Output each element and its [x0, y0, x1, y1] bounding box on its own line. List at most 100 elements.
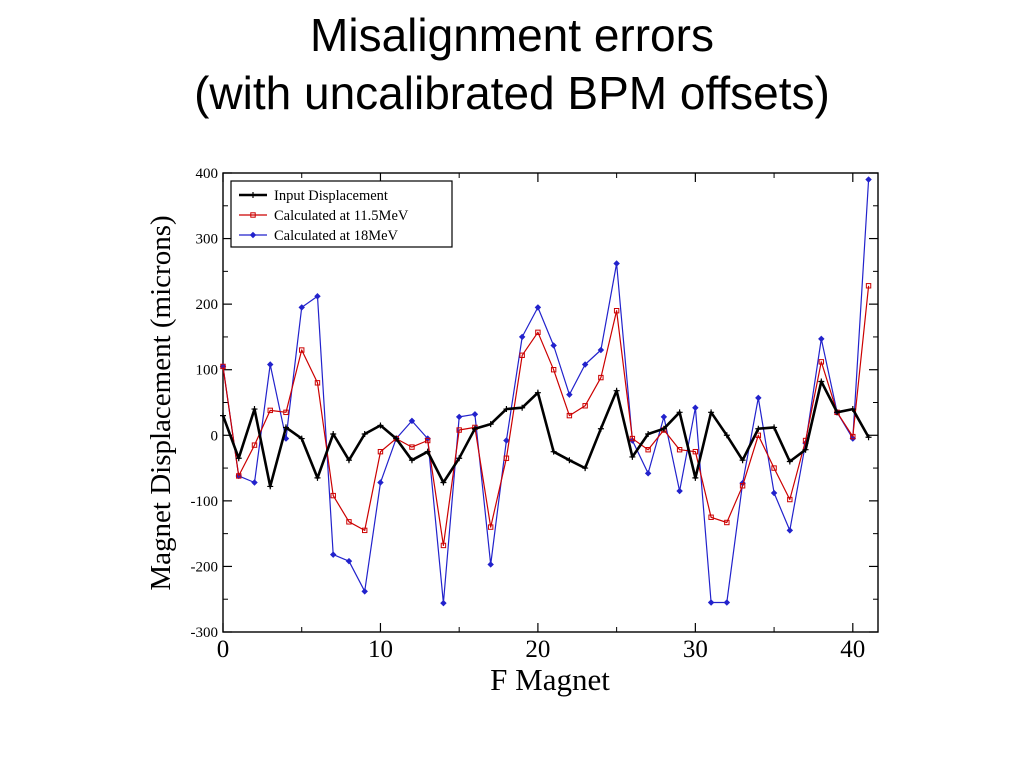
data-point: [865, 283, 872, 289]
data-point: [660, 413, 668, 421]
data-point: [220, 412, 226, 419]
data-point: [534, 389, 541, 396]
data-point: [644, 470, 652, 477]
y-axis-label: Magnet Displacement (microns): [145, 215, 177, 590]
data-point: [220, 363, 226, 370]
chart-axes: -300 -200 -100 0 100 200 300 400 0 10 20 30 40: [191, 166, 879, 663]
data-point: [770, 489, 778, 497]
data-point: [550, 448, 557, 455]
data-point: [645, 447, 651, 453]
data-point: [534, 304, 542, 311]
data-point: [707, 599, 715, 606]
y-tick-label: -300: [191, 625, 219, 641]
data-point: [566, 412, 573, 419]
legend-label: Calculated at 18MeV: [274, 228, 399, 244]
data-point: [865, 176, 872, 183]
x-tick-label: 10: [368, 636, 393, 663]
slide-title-line-1: Misalignment errors: [310, 9, 714, 61]
data-point: [598, 374, 604, 381]
data-point: [314, 293, 321, 300]
data-point: [471, 411, 479, 418]
data-point: [409, 444, 415, 450]
data-point: [739, 457, 746, 464]
data-point: [362, 527, 368, 534]
data-point: [377, 422, 384, 429]
legend-entry: Input Displacement: [239, 188, 388, 204]
data-point: [456, 427, 462, 433]
data-point: [408, 417, 416, 425]
data-point: [755, 394, 762, 402]
series-1: [220, 378, 872, 490]
data-point: [283, 409, 289, 416]
series-3: [219, 176, 872, 607]
data-point: [456, 455, 463, 462]
data-point: [676, 487, 683, 495]
slide-title: Misalignment errors (with uncalibrated B…: [0, 6, 1024, 122]
data-point: [865, 434, 872, 441]
data-point: [613, 308, 620, 314]
data-point: [739, 483, 746, 489]
data-point: [849, 406, 856, 413]
data-point: [408, 457, 415, 464]
data-point: [708, 409, 715, 416]
data-point: [818, 335, 825, 343]
data-point: [503, 406, 510, 413]
data-point: [787, 496, 793, 503]
data-point: [755, 425, 762, 432]
data-point: [282, 424, 289, 431]
data-point: [267, 407, 273, 414]
data-point: [613, 387, 620, 394]
data-point: [314, 474, 321, 481]
data-point: [597, 346, 605, 354]
data-point: [850, 433, 856, 440]
data-point: [251, 479, 258, 486]
data-point: [440, 542, 447, 549]
series-2: [220, 283, 872, 549]
data-point: [550, 367, 557, 373]
y-tick-label: 200: [196, 297, 219, 313]
data-point: [345, 457, 352, 464]
x-tick-label: 20: [525, 636, 550, 663]
data-point: [503, 437, 510, 444]
data-point: [723, 432, 730, 439]
y-tick-label: -100: [191, 494, 219, 510]
data-point: [692, 448, 699, 455]
data-point: [597, 425, 604, 432]
data-point: [786, 527, 794, 534]
series-line: [222, 285, 870, 547]
y-tick-label: -200: [191, 559, 219, 575]
data-point: [345, 557, 353, 565]
data-point: [424, 448, 431, 455]
data-point: [660, 425, 667, 432]
data-point: [566, 457, 573, 464]
data-point: [581, 361, 589, 368]
legend-marker: [249, 231, 257, 239]
data-point: [361, 430, 368, 437]
data-point: [519, 404, 526, 411]
data-point: [802, 446, 809, 453]
data-point: [535, 329, 541, 336]
data-point: [708, 514, 714, 520]
data-point: [723, 599, 731, 606]
data-point: [377, 448, 384, 455]
data-point: [818, 359, 825, 365]
data-point: [487, 421, 494, 428]
data-point: [834, 409, 841, 416]
data-point: [298, 435, 305, 442]
data-point: [692, 474, 699, 481]
data-point: [455, 413, 463, 421]
data-point: [519, 352, 525, 358]
legend-entry: Calculated at 11.5MeV: [239, 208, 409, 224]
data-point: [440, 599, 447, 607]
x-tick-label: 0: [217, 636, 230, 663]
data-point: [298, 304, 305, 311]
data-point: [251, 406, 258, 413]
slide-title-line-2: (with uncalibrated BPM offsets): [194, 67, 830, 119]
data-point: [786, 458, 793, 465]
legend-marker: [250, 192, 256, 198]
data-point: [676, 447, 683, 453]
data-point: [393, 435, 400, 442]
y-tick-label: 100: [196, 363, 219, 379]
chart-legend: Input Displacement Calculated at 11.5MeV C…: [230, 180, 453, 248]
data-point: [629, 435, 636, 442]
